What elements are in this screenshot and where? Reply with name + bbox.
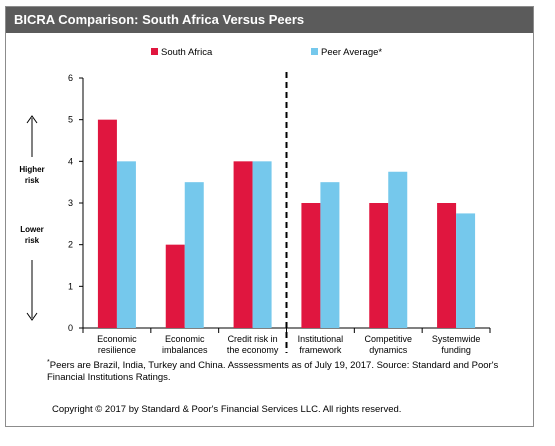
lower-risk-label: risk	[25, 236, 40, 245]
chart-title: BICRA Comparison: South Africa Versus Pe…	[6, 7, 533, 33]
bar-peer-average	[184, 182, 204, 328]
footnote-text: Peers are Brazil, India, Turkey and Chin…	[47, 360, 499, 384]
legend-swatch	[151, 48, 158, 55]
y-tick-label: 0	[68, 323, 73, 333]
higher-risk-label: risk	[25, 176, 40, 185]
lower-risk-label: Lower	[20, 225, 44, 234]
category-label: imbalances	[162, 345, 208, 355]
bar-south-africa	[301, 203, 321, 328]
footnote: *Peers are Brazil, India, Turkey and Chi…	[47, 357, 517, 384]
down-arrow-icon	[26, 312, 38, 321]
category-label: Credit risk in	[228, 334, 278, 344]
bar-south-africa	[437, 203, 457, 328]
up-arrow-icon	[26, 115, 38, 124]
bar-south-africa	[369, 203, 389, 328]
category-label: resilience	[98, 345, 136, 355]
bar-peer-average	[252, 161, 272, 328]
bar-peer-average	[116, 161, 136, 328]
footnote-marker: *	[47, 359, 50, 366]
legend-label: South Africa	[161, 47, 213, 58]
bar-south-africa	[165, 244, 185, 328]
bar-peer-average	[320, 182, 340, 328]
bar-south-africa	[233, 161, 253, 328]
legend-swatch	[311, 48, 318, 55]
y-tick-label: 1	[68, 281, 73, 291]
copyright-notice: Copyright © 2017 by Standard & Poor's Fi…	[52, 404, 402, 415]
category-label: framework	[299, 345, 342, 355]
higher-risk-label: Higher	[19, 165, 44, 174]
category-label: the economy	[227, 345, 279, 355]
category-label: funding	[441, 345, 471, 355]
y-tick-label: 6	[68, 73, 73, 83]
category-label: Institutional	[298, 334, 344, 344]
y-tick-label: 2	[68, 240, 73, 250]
category-label: Economic	[97, 334, 137, 344]
category-label: Competitive	[364, 334, 412, 344]
y-tick-label: 3	[68, 198, 73, 208]
y-tick-label: 5	[68, 115, 73, 125]
bar-peer-average	[456, 213, 476, 328]
category-label: Economic	[165, 334, 205, 344]
bar-peer-average	[388, 171, 408, 328]
category-label: dynamics	[369, 345, 408, 355]
bar-south-africa	[97, 119, 117, 329]
category-label: Systemwide	[432, 334, 481, 344]
y-tick-label: 4	[68, 156, 73, 166]
legend-label: Peer Average*	[321, 47, 382, 58]
